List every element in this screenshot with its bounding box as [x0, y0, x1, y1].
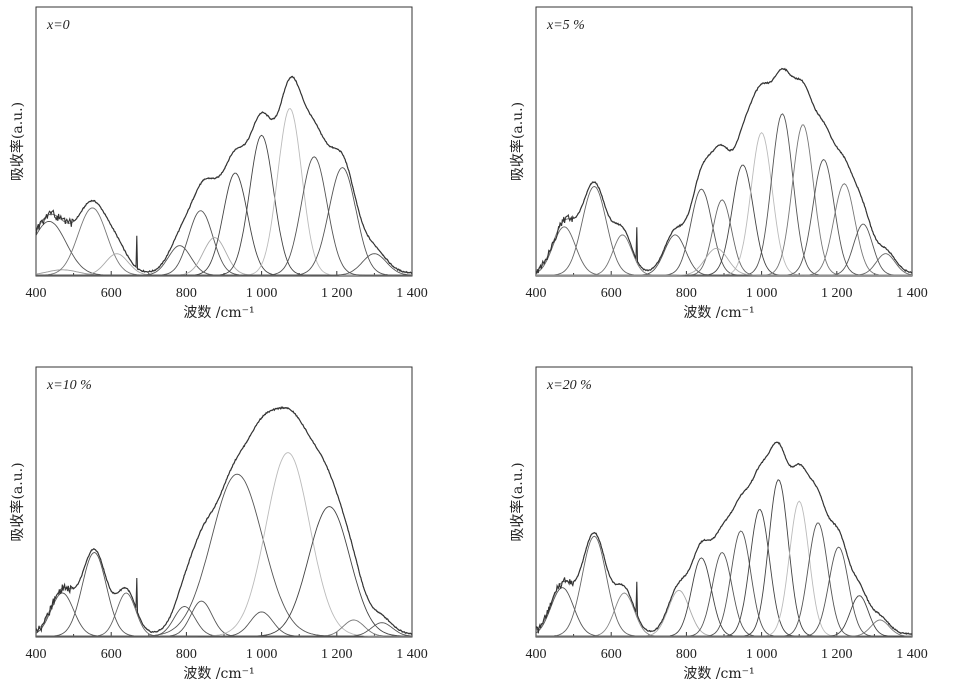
fitted-peak-curve — [536, 183, 912, 276]
x-tick-label: 400 — [526, 647, 547, 662]
fitted-peak-curve — [536, 552, 912, 637]
fitted-peak-curve — [536, 223, 912, 276]
x-tick-label: 1 000 — [746, 647, 778, 662]
fitted-peak-curve — [536, 557, 912, 637]
x-tick-label: 400 — [26, 286, 47, 301]
fitted-peak-curve — [36, 237, 412, 276]
fitted-peak-curve — [36, 210, 412, 276]
plot-frame — [535, 366, 913, 638]
fitted-peak-curve — [536, 619, 913, 637]
plot-frame — [535, 6, 913, 277]
x-tick-label: 1 200 — [321, 647, 353, 662]
x-tick-label: 800 — [176, 647, 197, 662]
plot-frame — [35, 6, 413, 277]
fitted-peak-curve — [536, 535, 912, 637]
chart-panel-1: 400 600 800 1 000 1 200 1 400 波数 /cm⁻¹ 吸收率(a.u.… — [9, 6, 428, 321]
fitted-peak-curve — [36, 552, 412, 637]
panel-label: x=20 % — [546, 378, 592, 393]
fitted-peak-curve — [536, 234, 912, 276]
panel-label: x=10 % — [46, 378, 92, 393]
fitted-peak-curve — [36, 172, 412, 276]
x-tick-label: 1 400 — [396, 286, 428, 301]
fitted-peak-curve — [36, 606, 412, 637]
fitted-peak-curve — [36, 622, 413, 637]
fitted-peak-curve — [36, 156, 412, 276]
x-tick-label: 400 — [526, 286, 547, 301]
fitted-peak-curve — [35, 592, 412, 637]
x-tick-label: 600 — [101, 647, 122, 662]
panel-label: x=0 — [46, 18, 70, 33]
x-axis-label: 波数 /cm⁻¹ — [183, 305, 254, 321]
x-tick-label: 400 — [26, 647, 47, 662]
chart-panel-2: 400 600 800 1 000 1 200 1 400 波数 /cm⁻¹ 吸收率(a.u.… — [509, 6, 928, 321]
measured-spectrum-curve — [535, 67, 913, 274]
x-tick-label: 1 400 — [896, 286, 928, 301]
fitted-peak-curve — [536, 186, 912, 276]
x-tick-label: 1 200 — [821, 286, 853, 301]
x-axis-label: 波数 /cm⁻¹ — [683, 305, 754, 321]
x-tick-label: 1 200 — [821, 647, 853, 662]
x-tick-label: 1 000 — [746, 286, 778, 301]
x-tick-label: 1 000 — [246, 647, 278, 662]
y-axis-label: 吸收率(a.u.) — [509, 102, 526, 181]
fitted-peak-curve — [36, 253, 412, 276]
fitted-peak-curve — [36, 107, 412, 276]
chart-panel-4: 400 600 800 1 000 1 200 1 400 波数 /cm⁻¹ 吸收率(a.u.… — [509, 366, 928, 682]
fitted-peak-curve — [36, 245, 412, 276]
fitted-peak-curve — [36, 600, 412, 637]
fitted-peak-curve — [536, 530, 912, 637]
fitted-peak-curve — [36, 592, 412, 637]
plot-frame — [35, 366, 413, 638]
x-tick-label: 1 400 — [396, 647, 428, 662]
x-axis-label: 波数 /cm⁻¹ — [683, 666, 754, 682]
x-tick-label: 1 000 — [246, 286, 278, 301]
fitted-peak-curve — [536, 234, 912, 276]
measured-spectrum-curve — [35, 75, 413, 274]
x-axis-label: 波数 /cm⁻¹ — [183, 666, 254, 682]
fitted-peak-curve — [536, 159, 912, 276]
x-tick-label: 600 — [101, 286, 122, 301]
y-axis-label: 吸收率(a.u.) — [509, 462, 526, 541]
fitted-envelope-curve — [35, 407, 412, 634]
fitted-peak-curve — [36, 506, 412, 637]
x-tick-label: 1 400 — [896, 647, 928, 662]
chart-panel-3: 400 600 800 1 000 1 200 1 400 波数 /cm⁻¹ 吸收率(a.u.… — [9, 366, 428, 682]
x-tick-label: 1 200 — [321, 286, 353, 301]
y-axis-label: 吸收率(a.u.) — [9, 102, 26, 181]
fitted-envelope-curve — [535, 68, 912, 273]
fitted-peak-curve — [36, 134, 412, 276]
x-tick-label: 800 — [676, 647, 697, 662]
x-tick-label: 800 — [176, 286, 197, 301]
fitted-peak-curve — [36, 473, 412, 637]
y-axis-label: 吸收率(a.u.) — [9, 462, 26, 541]
fitted-peak-curve — [536, 546, 912, 637]
fitted-peak-curve — [36, 167, 412, 276]
measured-spectrum-curve — [35, 406, 413, 635]
measured-spectrum-curve — [535, 441, 913, 635]
panel-label: x=5 % — [546, 18, 585, 33]
fitted-peak-curve — [536, 522, 912, 637]
fitted-peak-curve — [536, 247, 912, 276]
fitted-envelope-curve — [35, 76, 412, 274]
fitted-peak-curve — [36, 452, 412, 637]
x-tick-label: 600 — [601, 286, 622, 301]
x-tick-label: 600 — [601, 647, 622, 662]
fitted-peak-curve — [536, 253, 913, 276]
x-tick-label: 800 — [676, 286, 697, 301]
